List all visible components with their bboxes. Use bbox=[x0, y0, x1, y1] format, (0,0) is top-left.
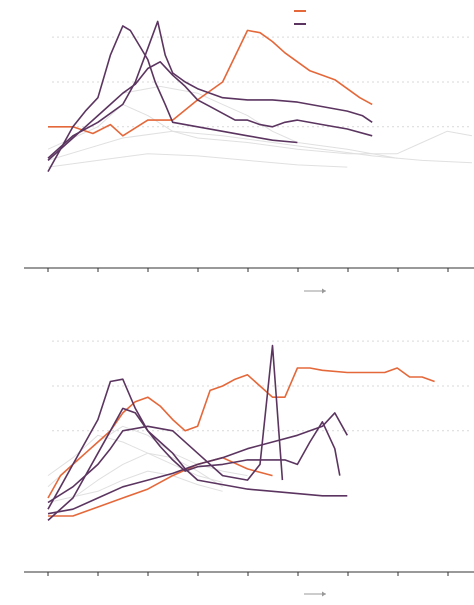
arrow-right-icon bbox=[322, 591, 326, 597]
chart-panel-top bbox=[24, 10, 474, 294]
series-line-purple bbox=[47, 20, 373, 159]
series-line-purple bbox=[47, 25, 298, 172]
chart-panel-bottom bbox=[24, 340, 474, 597]
arrow-right-icon bbox=[322, 288, 326, 294]
series-line-purple bbox=[47, 61, 373, 161]
series-line-gray bbox=[47, 130, 473, 164]
series-line-gray bbox=[72, 85, 398, 159]
series-line-purple bbox=[47, 407, 341, 521]
series-line-orange bbox=[47, 367, 435, 499]
series-line-orange bbox=[48, 456, 273, 517]
series-line-purple bbox=[47, 378, 348, 510]
series-line-gray bbox=[72, 452, 223, 499]
series-line-gray bbox=[47, 470, 223, 503]
series-line-orange bbox=[48, 29, 373, 137]
series-line-purple bbox=[47, 344, 284, 504]
series-line-gray bbox=[47, 434, 223, 483]
series-line-gray bbox=[47, 153, 348, 168]
series-line-purple bbox=[47, 412, 348, 515]
